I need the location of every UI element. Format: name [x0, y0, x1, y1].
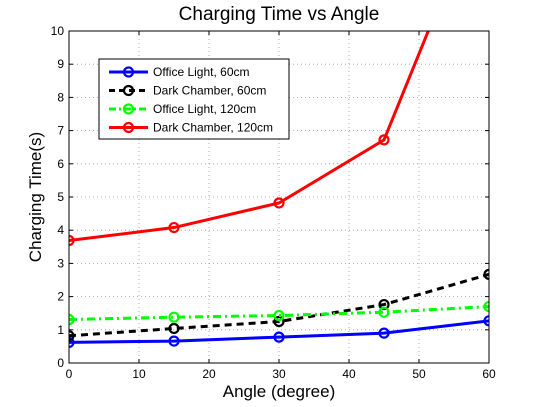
- legend-marker-4: [122, 121, 135, 134]
- series-2-point: [69, 330, 75, 342]
- series-line-1: [69, 319, 489, 344]
- series-3-point: [273, 309, 285, 322]
- legend-label-1: Office Light, 60cm: [153, 65, 250, 79]
- series-3-point: [69, 313, 75, 326]
- series-4-point: [69, 234, 75, 247]
- y-tick-label: 9: [57, 57, 64, 71]
- y-axis-label: Charging Time(s): [26, 132, 45, 262]
- y-tick-label: 8: [57, 90, 64, 104]
- y-tick-label: 5: [57, 190, 64, 204]
- ticks: 0 10 20 30 40 50 60 0 1 2 3 4 5 6 7 8 9 10: [51, 24, 496, 381]
- y-tick-label: 10: [51, 24, 65, 38]
- x-tick-label: 10: [132, 367, 146, 381]
- series-4-point: [168, 221, 180, 234]
- legend-marker-1: [122, 66, 135, 78]
- x-tick-label: 60: [482, 367, 496, 381]
- series-line-2: [69, 272, 489, 338]
- series-4-point: [273, 197, 285, 209]
- chart-title: Charging Time vs Angle: [179, 4, 380, 25]
- series-1-point: [69, 336, 75, 349]
- grid: [69, 31, 489, 363]
- legend-marker-2: [122, 84, 135, 97]
- y-tick-label: 3: [57, 256, 64, 270]
- x-tick-label: 50: [412, 367, 426, 381]
- x-tick-label: 20: [202, 367, 216, 381]
- x-tick-label: 0: [66, 367, 73, 381]
- series-2-point: [168, 322, 180, 335]
- series-1-point: [378, 327, 390, 339]
- series-1-point: [483, 315, 489, 327]
- legend-label-3: Office Light, 120cm: [153, 102, 256, 116]
- y-tick-label: 1: [57, 323, 64, 337]
- series-line-3: [69, 305, 489, 322]
- series-3-point: [168, 311, 180, 323]
- series-layer: [69, 31, 489, 349]
- series-4-point: [378, 134, 390, 146]
- y-tick-label: 0: [57, 356, 64, 370]
- series-1-point: [273, 331, 285, 343]
- series-2-point: [483, 268, 489, 280]
- legend-marker-3: [122, 103, 135, 115]
- legend: Office Light, 60cm Dark Chamber, 60cm Offi…: [98, 58, 290, 140]
- legend-label-4: Dark Chamber, 120cm: [153, 121, 273, 135]
- x-tick-label: 40: [342, 367, 356, 381]
- y-tick-label: 7: [57, 124, 64, 138]
- y-tick-label: 2: [57, 290, 64, 304]
- series-2-point: [378, 298, 390, 311]
- x-axis-label: Angle (degree): [223, 382, 335, 401]
- y-tick-label: 4: [57, 223, 64, 237]
- series-line-4: [69, 31, 430, 242]
- x-tick-label: 30: [272, 367, 286, 381]
- series-3-point: [378, 306, 390, 318]
- y-tick-label: 6: [57, 157, 64, 171]
- legend-label-2: Dark Chamber, 60cm: [153, 84, 266, 98]
- series-1-point: [168, 335, 180, 347]
- series-3-point: [483, 300, 489, 313]
